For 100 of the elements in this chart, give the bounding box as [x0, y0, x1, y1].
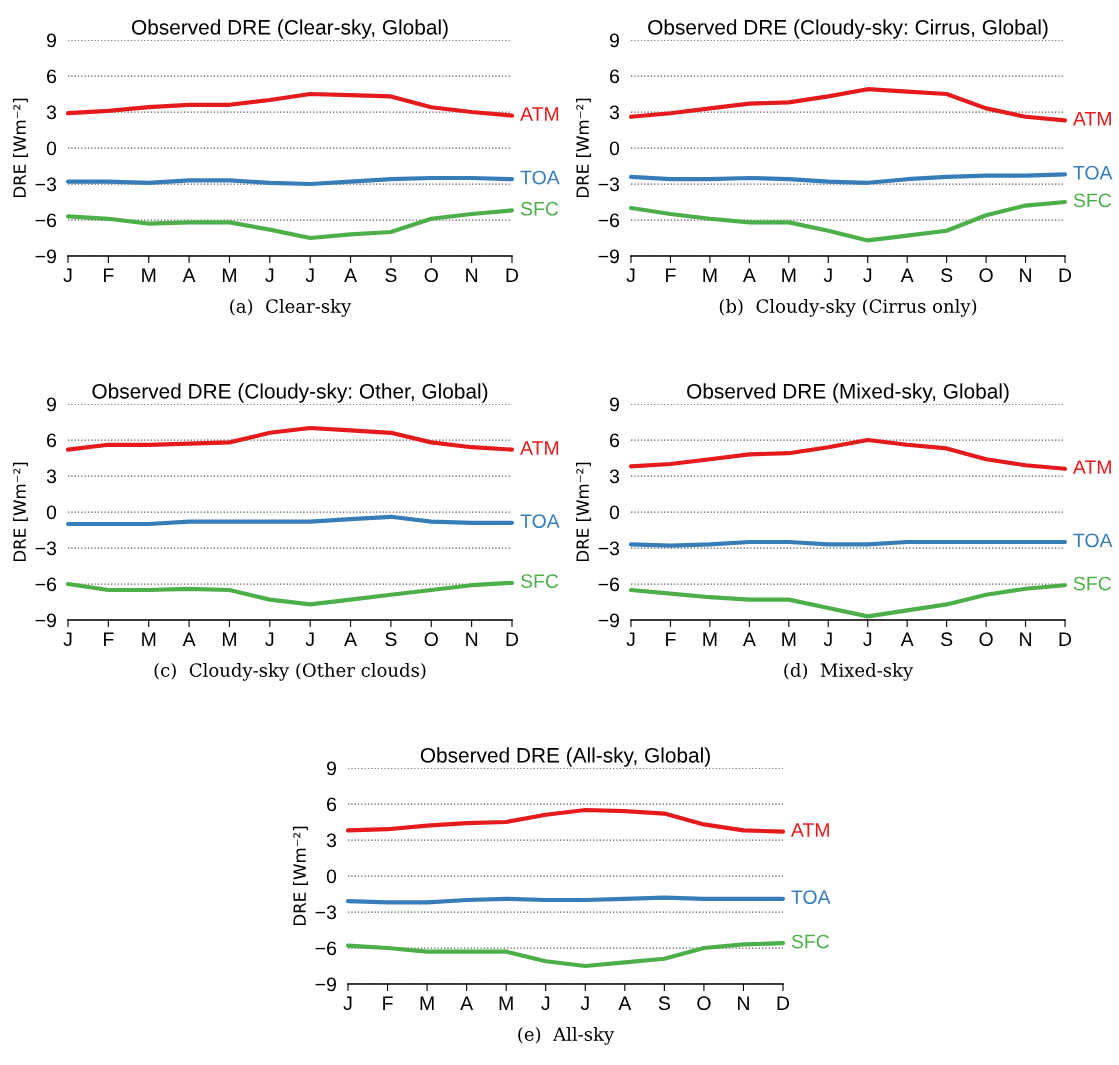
x-tick-label: J: [626, 632, 635, 647]
y-tick-label: 9: [326, 761, 336, 776]
y-tick-label: 0: [46, 505, 57, 520]
chart-title: Observed DRE (Cloudy-sky: Other, Global): [92, 383, 488, 403]
x-tick-label: M: [499, 996, 513, 1010]
series-label: TOA: [520, 170, 560, 185]
x-tick-label: J: [580, 996, 589, 1011]
x-tick-label: O: [424, 632, 438, 647]
line-series: [65, 425, 515, 452]
chart-title: Observed DRE (Clear-sky, Global): [132, 19, 448, 39]
x-tick-label: J: [626, 268, 635, 283]
x-tick-label: S: [941, 268, 953, 283]
series-label: ATM: [1072, 112, 1111, 126]
x-tick-label: N: [466, 632, 478, 646]
series-label: ATM: [790, 823, 829, 837]
line-series: [65, 175, 515, 187]
y-tick-label: 0: [46, 141, 57, 156]
y-tick-label: 9: [46, 397, 56, 412]
series-label: TOA: [520, 514, 560, 529]
x-tick-label: A: [900, 268, 914, 282]
x-tick-label: A: [182, 268, 196, 282]
chart-title: Observed DRE (Cloudy-sky: Cirrus, Global): [648, 19, 1048, 39]
line-series: [628, 87, 1068, 123]
series-label: SFC: [520, 201, 559, 216]
x-tick-label: J: [823, 632, 832, 647]
x-tick-label: D: [1059, 268, 1072, 282]
series-label: SFC: [1073, 576, 1112, 591]
x-tick-label: J: [863, 268, 872, 283]
text: (a) Clear-sky: [230, 298, 352, 317]
x-tick-label: S: [658, 996, 670, 1011]
y-tick-label: 9: [609, 397, 619, 412]
x-tick-label: M: [703, 632, 717, 646]
y-tick-label: 6: [610, 69, 620, 84]
series-label: TOA: [1073, 533, 1113, 548]
x-tick-label: F: [666, 268, 676, 282]
text: (e) All-sky: [518, 1026, 615, 1045]
x-tick-label: D: [506, 632, 519, 646]
x-tick-label: S: [385, 268, 397, 283]
y-axis-title: DRE [Wm⁻²]: [293, 826, 308, 926]
x-tick-label: J: [265, 632, 274, 647]
x-tick-label: M: [142, 268, 156, 282]
y-tick-label: −6: [598, 213, 620, 228]
x-tick-label: J: [823, 268, 832, 283]
x-tick-label: D: [777, 996, 790, 1010]
x-tick-label: A: [742, 632, 756, 646]
line-series: [628, 199, 1068, 243]
y-tick-label: −6: [598, 577, 620, 592]
text: (b) Cloudy-sky (Cirrus only): [719, 298, 977, 317]
x-tick-label: M: [222, 268, 236, 282]
y-tick-label: 0: [326, 869, 337, 884]
x-tick-label: A: [900, 632, 914, 646]
x-tick-label: F: [104, 632, 114, 646]
series-label: SFC: [520, 574, 559, 589]
x-tick-label: O: [697, 996, 711, 1011]
x-tick-label: A: [742, 268, 756, 282]
y-tick-label: 3: [609, 105, 620, 120]
y-tick-label: 6: [610, 433, 620, 448]
x-tick-label: D: [506, 268, 519, 282]
y-axis-title: DRE [Wm⁻²]: [576, 98, 591, 198]
y-tick-label: −3: [598, 541, 620, 556]
line-series: [628, 172, 1068, 185]
x-tick-label: F: [383, 996, 393, 1010]
text: (d) Mixed-sky: [784, 662, 914, 681]
text: (c) Cloudy-sky (Other clouds): [154, 662, 426, 681]
x-tick-label: N: [1020, 632, 1031, 646]
x-tick-label: O: [424, 268, 438, 283]
x-tick-label: J: [63, 632, 72, 647]
x-tick-label: A: [460, 996, 474, 1010]
x-tick-label: A: [618, 996, 632, 1010]
line-series: [65, 208, 515, 241]
x-tick-label: M: [782, 268, 796, 282]
series-label: TOA: [1073, 165, 1113, 180]
y-axis-title: DRE [Wm⁻²]: [576, 462, 591, 562]
x-tick-label: J: [863, 632, 872, 647]
y-tick-label: 9: [609, 33, 619, 48]
x-tick-label: M: [703, 268, 717, 282]
x-tick-label: A: [344, 632, 357, 646]
line-series: [65, 91, 515, 118]
x-tick-label: J: [305, 268, 314, 283]
x-tick-label: S: [941, 632, 953, 647]
line-series: [65, 580, 515, 607]
x-tick-label: M: [420, 996, 434, 1010]
y-axis-title: DRE [Wm⁻²]: [13, 98, 28, 198]
y-tick-label: −9: [315, 977, 336, 992]
line-series: [628, 437, 1068, 471]
x-tick-label: J: [305, 632, 314, 647]
x-tick-label: J: [343, 996, 352, 1011]
y-tick-label: −3: [315, 905, 337, 920]
y-tick-label: −3: [35, 177, 57, 192]
chart-title: Observed DRE (Mixed-sky, Global): [687, 383, 1009, 403]
y-tick-label: −6: [35, 213, 57, 228]
x-tick-label: M: [782, 632, 796, 646]
x-tick-label: F: [104, 268, 114, 282]
x-tick-label: A: [344, 268, 357, 282]
y-tick-label: 0: [609, 505, 620, 520]
x-tick-label: S: [385, 632, 397, 647]
x-tick-label: M: [142, 632, 156, 646]
y-tick-label: −6: [35, 577, 57, 592]
x-tick-label: O: [979, 632, 993, 647]
y-tick-label: 6: [47, 433, 57, 448]
